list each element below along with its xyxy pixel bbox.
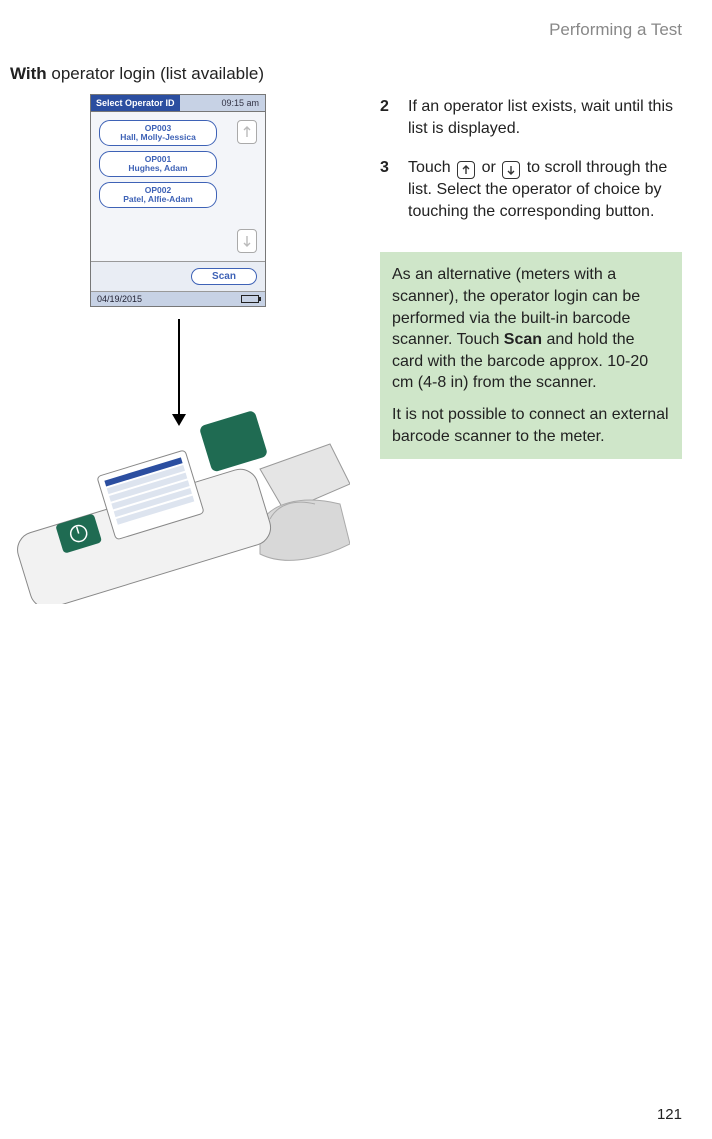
screen-body: OP003 Hall, Molly-Jessica OP001 Hughes, … bbox=[91, 112, 265, 262]
note-paragraph-2: It is not possible to connect an externa… bbox=[392, 404, 670, 447]
screen-titlebar: Select Operator ID 09:15 am bbox=[91, 95, 265, 112]
subheading-rest: operator login (list available) bbox=[47, 64, 264, 83]
operator-item[interactable]: OP001 Hughes, Adam bbox=[99, 151, 217, 177]
step-number: 2 bbox=[380, 96, 394, 139]
screen-time: 09:15 am bbox=[180, 95, 265, 111]
scan-button[interactable]: Scan bbox=[191, 268, 257, 285]
page-number: 121 bbox=[657, 1106, 682, 1123]
arrow-up-icon bbox=[457, 161, 475, 179]
operator-name: Hall, Molly-Jessica bbox=[120, 132, 196, 142]
operator-item[interactable]: OP002 Patel, Alfie-Adam bbox=[99, 182, 217, 208]
step-3: 3 Touch or to scroll through the list. S… bbox=[380, 157, 682, 222]
screen-scan-bar: Scan bbox=[91, 262, 265, 292]
subheading: With operator login (list available) bbox=[10, 64, 682, 84]
step-number: 3 bbox=[380, 157, 394, 222]
operator-item[interactable]: OP003 Hall, Molly-Jessica bbox=[99, 120, 217, 146]
screen-title: Select Operator ID bbox=[91, 95, 180, 111]
step-text-mid: or bbox=[477, 159, 500, 176]
step-text-pre: Touch bbox=[408, 159, 455, 176]
scroll-up-button[interactable] bbox=[237, 120, 257, 144]
battery-icon bbox=[241, 295, 259, 303]
note-p1b: Scan bbox=[504, 331, 542, 348]
step-text: Touch or to scroll through the list. Sel… bbox=[408, 157, 682, 222]
section-header: Performing a Test bbox=[10, 20, 682, 40]
device-screen: Select Operator ID 09:15 am OP003 Hall, … bbox=[90, 94, 266, 307]
screen-date: 04/19/2015 bbox=[97, 294, 142, 304]
operator-name: Patel, Alfie-Adam bbox=[123, 194, 193, 204]
note-box: As an alternative (meters with a scanner… bbox=[380, 252, 682, 459]
subheading-bold: With bbox=[10, 64, 47, 83]
arrow-down-icon bbox=[502, 161, 520, 179]
step-text: If an operator list exists, wait until t… bbox=[408, 96, 682, 139]
right-column: 2 If an operator list exists, wait until… bbox=[380, 94, 682, 459]
note-paragraph-1: As an alternative (meters with a scanner… bbox=[392, 264, 670, 394]
scroll-down-button[interactable] bbox=[237, 229, 257, 253]
left-column: Select Operator ID 09:15 am OP003 Hall, … bbox=[10, 94, 350, 307]
device-illustration bbox=[10, 404, 350, 604]
step-2: 2 If an operator list exists, wait until… bbox=[380, 96, 682, 139]
operator-name: Hughes, Adam bbox=[128, 163, 187, 173]
screen-statusbar: 04/19/2015 bbox=[91, 292, 265, 306]
